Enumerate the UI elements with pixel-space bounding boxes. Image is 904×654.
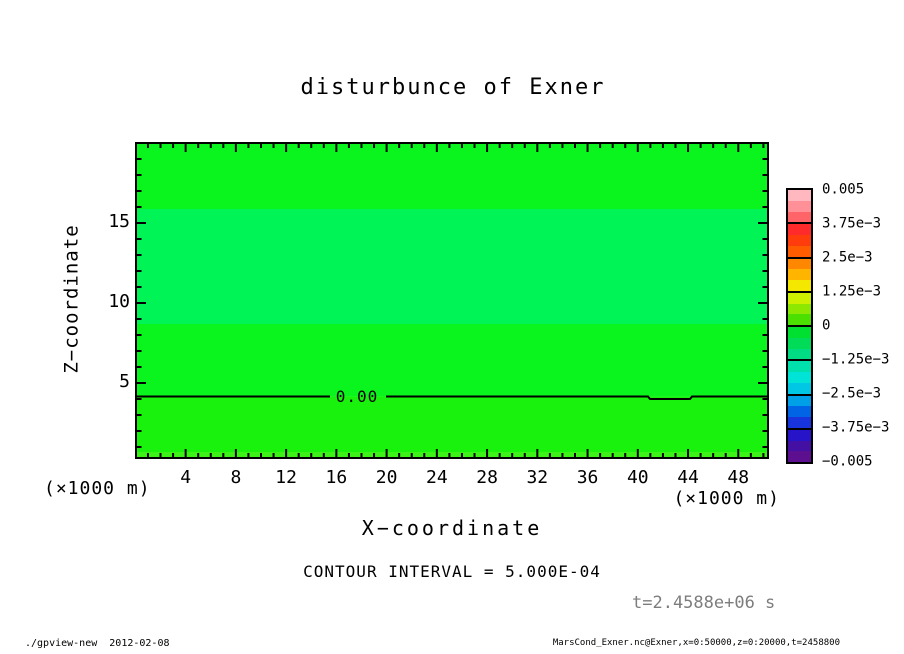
contour-interval-text: CONTOUR INTERVAL = 5.000E-04	[303, 562, 601, 581]
colorbar-strip	[788, 314, 811, 325]
y-tick-label: 5	[119, 371, 130, 392]
x-tick-label: 4	[180, 467, 192, 488]
colorbar-tick-label: −1.25e−3	[822, 351, 890, 368]
colorbar-tick-label: 1.25e−3	[822, 283, 882, 300]
y-axis-unit: (×1000 m)	[44, 478, 151, 499]
x-tick-label: 24	[425, 467, 448, 488]
colorbar-strip	[788, 440, 811, 452]
colorbar-strip	[788, 395, 811, 407]
colorbar-strip	[788, 211, 811, 223]
colorbar-strip	[788, 406, 811, 417]
colorbar-segment	[788, 224, 811, 259]
band-upper	[136, 143, 768, 209]
colorbar-strip	[788, 429, 811, 441]
colorbar-segment	[788, 258, 811, 293]
colorbar-strip	[788, 245, 811, 257]
x-tick-label: 12	[275, 467, 297, 488]
colorbar-strip	[788, 303, 811, 315]
plot-border	[135, 142, 769, 459]
x-tick-label: 48	[727, 467, 750, 488]
colorbar-strip	[788, 224, 811, 235]
colorbar-segment	[788, 190, 811, 225]
chart-title: disturbunce of Exner	[300, 75, 606, 100]
x-tick-label: 16	[325, 467, 348, 488]
y-tick-label: 10	[108, 291, 130, 312]
band-middle	[136, 209, 768, 324]
contour-line	[136, 395, 768, 400]
x-axis-label: X−coordinate	[361, 516, 543, 540]
colorbar-strip	[788, 269, 811, 280]
colorbar-strip	[788, 190, 811, 201]
colorbar-strip	[788, 280, 811, 291]
colorbar-strip	[788, 361, 811, 372]
colorbar-strip	[788, 337, 811, 349]
time-stamp-text: t=2.4588e+06 s	[632, 593, 776, 613]
colorbar-tick-label: −2.5e−3	[822, 385, 882, 402]
x-tick-label: 28	[476, 467, 498, 488]
colorbar-strip	[788, 327, 811, 338]
x-tick-label: 40	[626, 467, 649, 488]
colorbar-tick-label: 0	[822, 317, 831, 334]
colorbar-segment	[788, 429, 811, 462]
band-lower-middle	[136, 324, 768, 397]
colorbar-strip	[788, 235, 811, 246]
colorbar-segment	[788, 327, 811, 362]
colorbar-segment	[788, 292, 811, 327]
band-below-contour	[136, 396, 768, 452]
colorbar-segment	[788, 395, 811, 430]
x-tick-label: 8	[230, 467, 242, 488]
x-tick-label: 44	[677, 467, 699, 488]
colorbar-tick-label: 0.005	[822, 181, 865, 198]
colorbar-strip	[788, 417, 811, 428]
colorbar-strip	[788, 348, 811, 360]
colorbar-strip	[788, 372, 811, 383]
x-tick-label: 36	[576, 467, 599, 488]
x-tick-label: 32	[526, 467, 549, 488]
contour-zero-label: 0.00	[335, 387, 379, 407]
colorbar-strip	[788, 382, 811, 394]
band-surface	[136, 452, 768, 458]
colorbar-strip	[788, 200, 811, 212]
colorbar-strip	[788, 292, 811, 304]
colorbar	[786, 188, 813, 464]
colorbar-tick-label: 3.75e−3	[822, 215, 882, 232]
x-tick-label: 20	[375, 467, 398, 488]
colorbar-strip	[788, 258, 811, 270]
data-source-text: MarsCond_Exner.nc@Exner,x=0:50000,z=0:20…	[552, 638, 840, 648]
colorbar-segment	[788, 361, 811, 396]
colorbar-tick-label: 2.5e−3	[822, 249, 873, 266]
colorbar-tick-label: −3.75e−3	[822, 419, 890, 436]
colorbar-tick-label: −0.005	[822, 453, 873, 470]
x-axis-unit: (×1000 m)	[673, 488, 780, 509]
command-date-text: ./gpview-new 2012-02-08	[25, 638, 170, 649]
y-tick-label: 15	[108, 211, 130, 232]
colorbar-strip	[788, 451, 811, 462]
